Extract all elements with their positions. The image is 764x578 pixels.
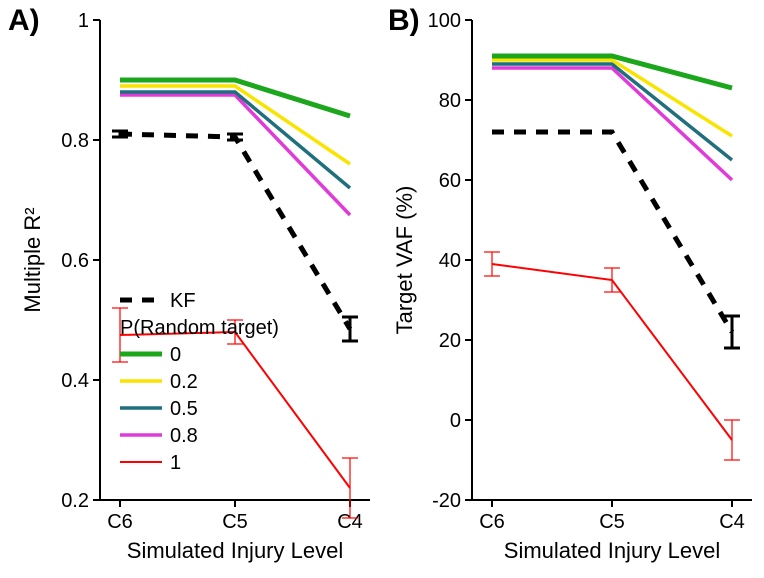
ytick-label: 80	[439, 90, 461, 112]
ylabel: Target VAF (%)	[392, 186, 417, 335]
ytick-label: 60	[439, 170, 461, 192]
xtick-label: C6	[107, 511, 133, 533]
ytick-label: 1	[78, 10, 89, 32]
xlabel: Simulated Injury Level	[127, 538, 343, 563]
legend-label-p02: 0.2	[170, 371, 198, 393]
series-p02	[120, 86, 350, 164]
legend-header: P(Random target)	[120, 317, 279, 339]
xlabel: Simulated Injury Level	[504, 538, 720, 563]
xtick-label: C6	[479, 511, 505, 533]
legend-label-p10: 1	[170, 452, 181, 474]
series-kf	[120, 134, 350, 329]
series-p08	[492, 68, 732, 180]
legend-label-p00: 0	[170, 344, 181, 366]
ytick-label: 0.4	[61, 370, 89, 392]
ytick-label: -20	[432, 490, 461, 512]
ytick-label: 0.2	[61, 490, 89, 512]
ytick-label: 40	[439, 250, 461, 272]
ylabel: Multiple R²	[20, 207, 45, 312]
series-kf	[492, 132, 732, 332]
xtick-label: C4	[719, 511, 745, 533]
figure-root: A) B) 0.20.40.60.81C6C5C4Simulated Injur…	[0, 0, 764, 578]
panel-b-chart: -20 0 20 40 60 80 100 C6 C5 C4 Simulated Injury Le…	[382, 0, 764, 578]
legend-label-p08: 0.8	[170, 425, 198, 447]
legend-label-kf: KF	[170, 290, 196, 312]
ytick-label: 100	[428, 10, 461, 32]
ytick-label: 0.8	[61, 130, 89, 152]
panel-a-chart: 0.20.40.60.81C6C5C4Simulated Injury Leve…	[0, 0, 382, 578]
ytick-label: 0.6	[61, 250, 89, 272]
xtick-label: C5	[599, 511, 625, 533]
ytick-label: 0	[450, 410, 461, 432]
ytick-label: 20	[439, 330, 461, 352]
legend-label-p05: 0.5	[170, 398, 198, 420]
series-p08	[120, 95, 350, 215]
xtick-label: C5	[222, 511, 248, 533]
series-p02	[492, 60, 732, 136]
